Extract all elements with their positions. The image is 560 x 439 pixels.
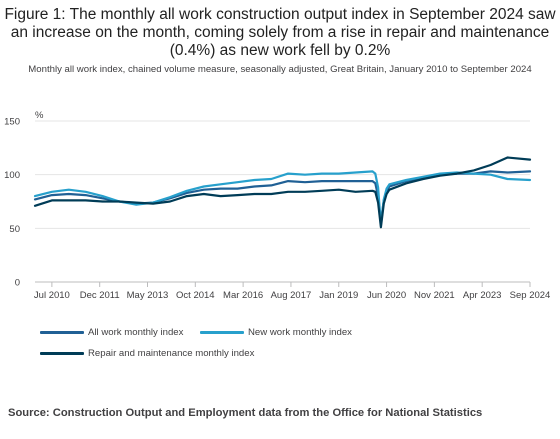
legend-item-all-work[interactable]: All work monthly index <box>40 325 183 339</box>
x-tick-label: Jun 2020 <box>367 290 406 300</box>
y-axis-unit: % <box>35 110 44 121</box>
x-tick-label: Oct 2014 <box>176 290 215 300</box>
legend-swatch-new-work <box>200 330 244 334</box>
chart-title: Figure 1: The monthly all work construct… <box>4 6 556 59</box>
legend-swatch-all-work <box>40 330 84 334</box>
legend-item-new-work[interactable]: New work monthly index <box>200 325 352 339</box>
legend-label-new-work: New work monthly index <box>248 326 352 338</box>
x-tick-label: Sep 2024 <box>510 290 551 300</box>
y-tick-label: 150 <box>4 117 20 128</box>
x-tick-label: Nov 2021 <box>414 290 455 300</box>
x-tick-label: Mar 2016 <box>223 290 263 300</box>
x-tick-label: Jan 2019 <box>319 290 358 300</box>
x-tick-label: Apr 2023 <box>463 290 502 300</box>
x-tick-label: May 2013 <box>127 290 169 300</box>
legend-item-repair-maintenance[interactable]: Repair and maintenance monthly index <box>40 346 254 360</box>
chart-subtitle: Monthly all work index, chained volume m… <box>28 64 532 75</box>
line-chart: 0 50 100 150% Jul 2010 Dec 2011 May 2013 Oct 20… <box>4 110 551 300</box>
legend-label-all-work: All work monthly index <box>88 326 184 338</box>
x-tick-label: Aug 2017 <box>271 290 312 300</box>
series-line-2 <box>33 156 532 229</box>
y-tick-label: 0 <box>15 278 20 289</box>
legend-label-repair-maintenance: Repair and maintenance monthly index <box>88 347 255 359</box>
series-line-1 <box>33 170 532 227</box>
y-tick-label: 100 <box>4 170 20 181</box>
series-line-0 <box>33 170 532 223</box>
x-tick-label: Jul 2010 <box>34 290 70 300</box>
x-tick-label: Dec 2011 <box>80 290 120 300</box>
source-note: Source: Construction Output and Employme… <box>8 407 483 419</box>
y-tick-label: 50 <box>9 224 20 235</box>
legend-swatch-repair-maintenance <box>40 351 84 355</box>
